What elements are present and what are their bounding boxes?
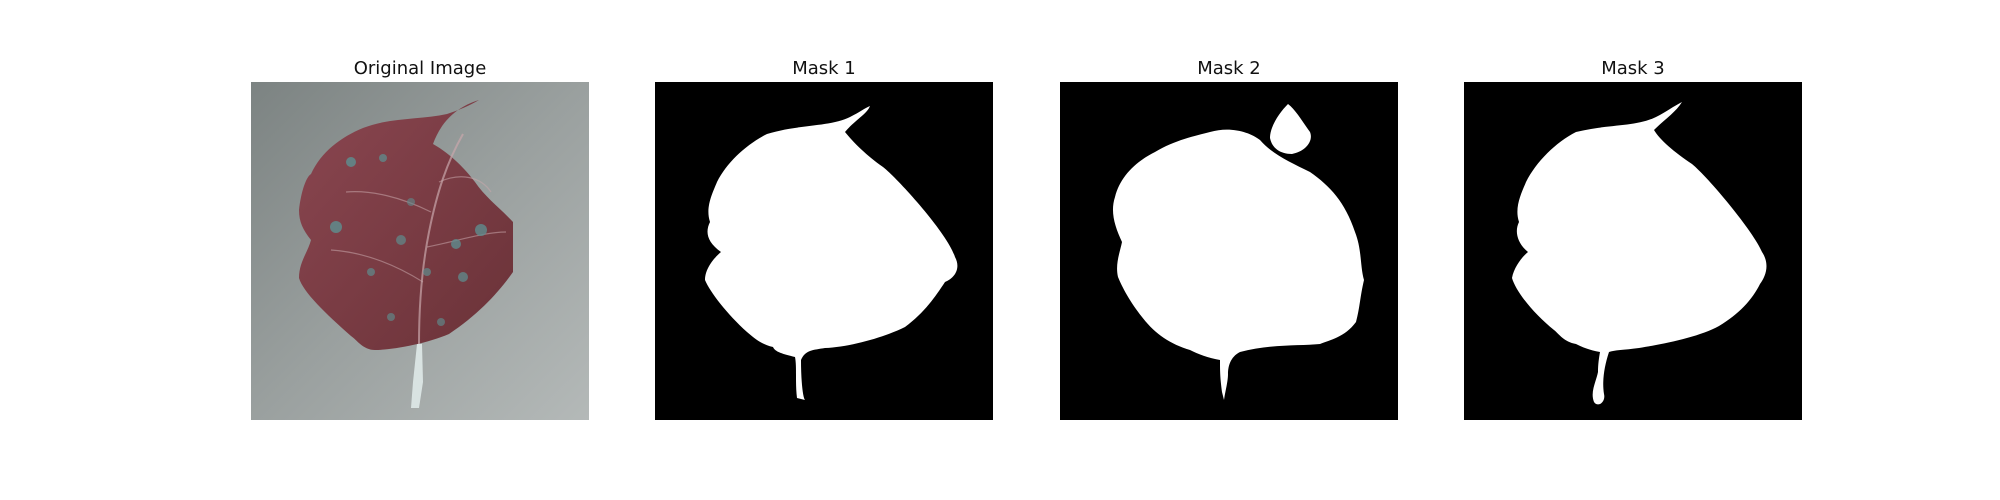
mask-foreground <box>1512 102 1767 405</box>
leaf-spot <box>346 157 356 167</box>
leaf-vein <box>345 191 432 213</box>
mask-foreground <box>1112 129 1364 400</box>
mask-blob <box>1270 104 1311 154</box>
panel-mask-2: Mask 2 <box>1060 56 1398 420</box>
panel-mask-3: Mask 3 <box>1464 56 1802 420</box>
leaf-spot <box>437 318 445 326</box>
leaf-spot <box>475 224 487 236</box>
leaf-spot <box>387 313 395 321</box>
leaf-stem <box>411 344 423 408</box>
mask-foreground <box>705 106 958 400</box>
panel-title: Mask 3 <box>1601 58 1665 79</box>
panel-title: Mask 2 <box>1197 58 1261 79</box>
panel-mask-1: Mask 1 <box>655 56 993 420</box>
leaf-spot <box>458 272 468 282</box>
panel-original-image: Original Image <box>251 56 589 420</box>
leaf-vein <box>438 176 492 193</box>
panel-title: Original Image <box>353 58 487 79</box>
mask-3-image <box>1464 82 1802 420</box>
leaf-spot <box>396 235 406 245</box>
leaf-spot <box>379 154 387 162</box>
leaf-spot <box>451 239 461 249</box>
leaf-vein <box>426 231 507 248</box>
leaf-spot <box>423 268 431 276</box>
original-leaf-photo <box>251 82 589 420</box>
leaf-spot <box>407 198 415 206</box>
mask-1-image <box>655 82 993 420</box>
mask-2-image <box>1060 82 1398 420</box>
leaf-midrib <box>418 133 464 345</box>
leaf-spot <box>367 268 375 276</box>
leaf-vein <box>330 249 424 283</box>
panel-title: Mask 1 <box>792 58 856 79</box>
leaf-spot <box>330 221 342 233</box>
